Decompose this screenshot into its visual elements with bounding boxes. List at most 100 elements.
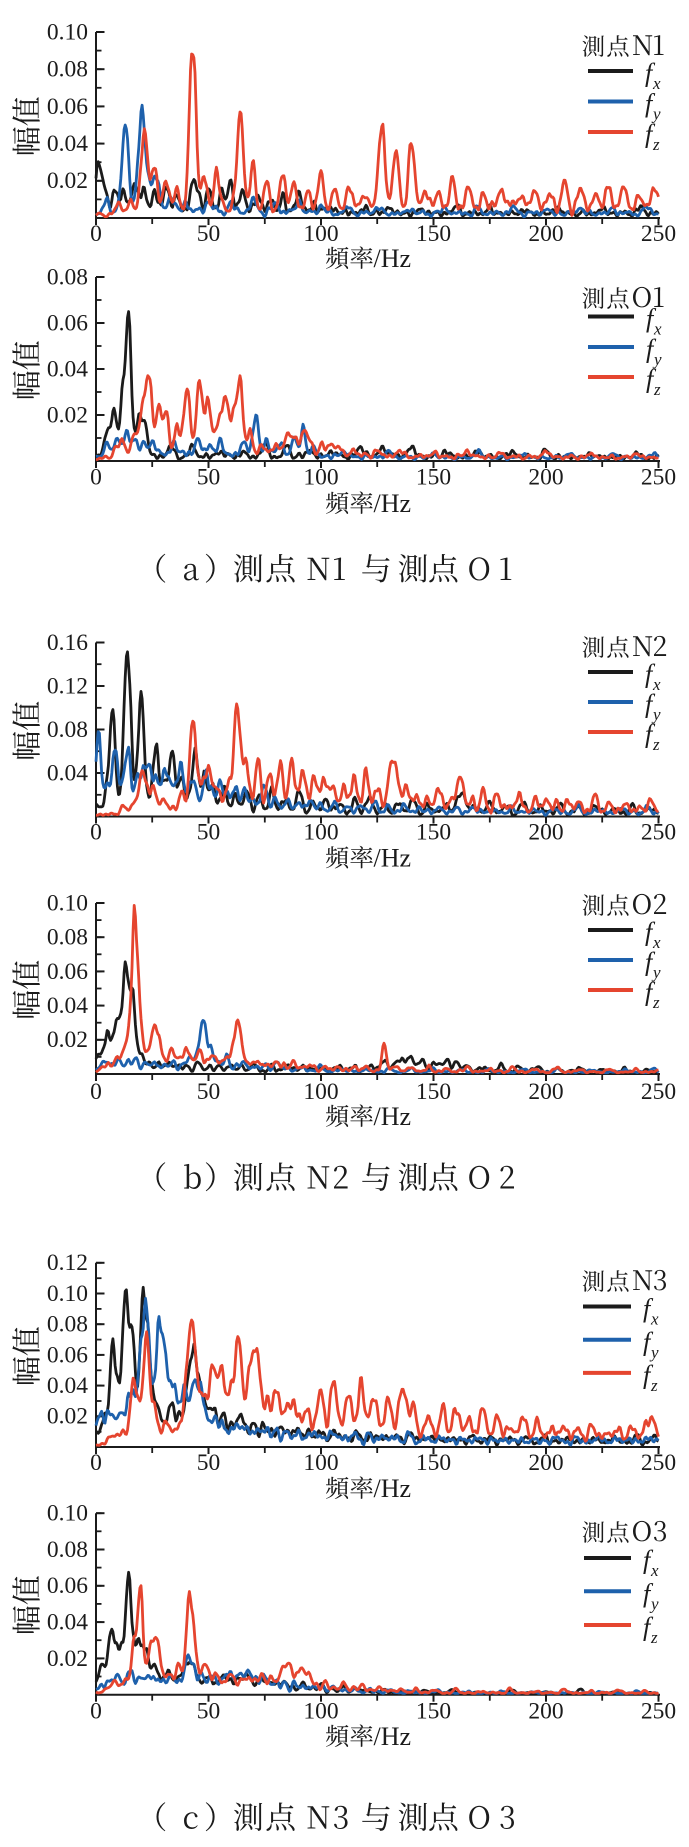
svg-text:z: z [652,735,660,754]
svg-text:f: f [643,1579,654,1608]
svg-text:0.06: 0.06 [47,310,88,336]
svg-text:250: 250 [641,1699,676,1725]
svg-text:z: z [653,380,661,399]
svg-text:x: x [652,74,661,93]
svg-text:0: 0 [90,1699,102,1725]
svg-text:200: 200 [528,1699,563,1725]
svg-text:0.16: 0.16 [47,630,88,656]
svg-text:f: f [645,720,656,749]
svg-text:z: z [650,1628,658,1647]
svg-text:0.08: 0.08 [47,717,88,743]
svg-text:f: f [643,1294,654,1323]
svg-text:z: z [652,135,660,154]
svg-text:50: 50 [197,1699,221,1725]
svg-text:250: 250 [641,221,676,247]
svg-text:0.06: 0.06 [47,959,88,985]
svg-text:/Hz: /Hz [374,844,412,873]
svg-text:0.08: 0.08 [47,1537,88,1563]
svg-text:0.08: 0.08 [47,57,88,83]
svg-text:100: 100 [303,1079,338,1105]
svg-text:100: 100 [303,221,338,247]
svg-text:/Hz: /Hz [374,1102,412,1131]
svg-text:0.06: 0.06 [47,1573,88,1599]
svg-text:0.10: 0.10 [47,1501,88,1527]
svg-text:f: f [646,335,657,364]
svg-text:250: 250 [641,1079,676,1105]
svg-text:0: 0 [90,820,102,846]
svg-text:0: 0 [90,221,102,247]
svg-text:250: 250 [641,820,676,846]
svg-text:/Hz: /Hz [374,489,412,518]
svg-text:0.10: 0.10 [47,1281,88,1307]
svg-text:0.04: 0.04 [47,1610,88,1636]
svg-text:z: z [650,1376,658,1395]
svg-text:200: 200 [528,1450,563,1476]
svg-text:x: x [652,933,661,952]
svg-text:150: 150 [416,820,451,846]
svg-text:x: x [650,1561,659,1580]
svg-text:f: f [645,978,656,1007]
svg-text:200: 200 [528,1079,563,1105]
svg-text:100: 100 [303,465,338,491]
svg-text:50: 50 [197,820,221,846]
svg-text:0.02: 0.02 [47,168,88,194]
svg-text:y: y [651,963,661,982]
svg-text:f: f [645,690,656,719]
svg-text:50: 50 [197,221,221,247]
svg-text:0.02: 0.02 [47,1646,88,1672]
svg-text:200: 200 [528,820,563,846]
svg-text:0.04: 0.04 [47,760,88,786]
svg-text:f: f [643,1327,654,1356]
svg-text:0.04: 0.04 [47,993,88,1019]
svg-text:0.08: 0.08 [47,925,88,951]
svg-text:f: f [646,304,657,333]
svg-text:0.08: 0.08 [47,1312,88,1338]
svg-text:z: z [652,993,660,1012]
svg-text:0: 0 [90,1450,102,1476]
svg-text:y: y [649,1343,659,1362]
svg-text:0.04: 0.04 [47,131,88,157]
svg-text:0.04: 0.04 [47,356,88,382]
svg-text:200: 200 [528,221,563,247]
svg-text:0.04: 0.04 [47,1373,88,1399]
svg-text:f: f [645,918,656,947]
svg-text:150: 150 [416,1079,451,1105]
svg-text:0.02: 0.02 [47,402,88,428]
svg-text:f: f [643,1546,654,1575]
svg-text:y: y [651,705,661,724]
svg-text:250: 250 [641,1450,676,1476]
svg-text:f: f [646,365,657,394]
svg-text:/Hz: /Hz [374,244,412,273]
svg-text:150: 150 [416,1699,451,1725]
svg-text:0.06: 0.06 [47,94,88,120]
svg-text:0.08: 0.08 [47,264,88,290]
svg-text:0.12: 0.12 [47,1250,88,1276]
svg-text:y: y [649,1594,659,1613]
svg-text:f: f [645,59,656,88]
svg-text:/Hz: /Hz [374,1722,412,1751]
svg-text:50: 50 [197,1450,221,1476]
svg-text:f: f [645,948,656,977]
svg-text:0: 0 [90,1079,102,1105]
svg-text:0: 0 [90,465,102,491]
svg-text:150: 150 [416,465,451,491]
svg-text:f: f [645,660,656,689]
svg-text:0.02: 0.02 [47,1404,88,1430]
svg-text:f: f [643,1613,654,1642]
svg-text:100: 100 [303,820,338,846]
svg-text:50: 50 [197,1079,221,1105]
svg-text:x: x [653,320,662,339]
svg-text:0.02: 0.02 [47,1027,88,1053]
svg-text:x: x [652,675,661,694]
svg-text:f: f [645,120,656,149]
svg-text:y: y [652,350,662,369]
svg-text:250: 250 [641,465,676,491]
svg-text:50: 50 [197,465,221,491]
svg-text:f: f [643,1360,654,1389]
svg-text:0.12: 0.12 [47,673,88,699]
svg-text:100: 100 [303,1699,338,1725]
svg-text:0.10: 0.10 [47,890,88,916]
svg-text:f: f [645,89,656,118]
svg-text:0.10: 0.10 [47,19,88,45]
svg-text:x: x [650,1310,659,1329]
